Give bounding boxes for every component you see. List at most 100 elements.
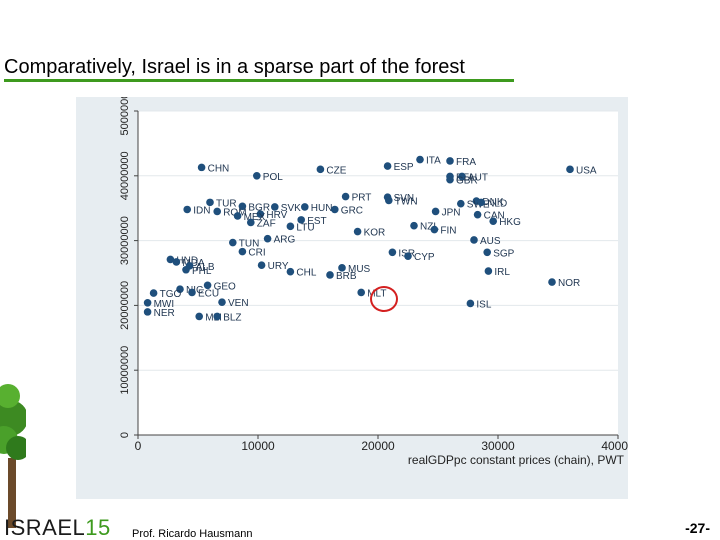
point-blz	[213, 312, 221, 321]
point-ner	[143, 308, 152, 316]
point-est	[297, 216, 305, 224]
point-irl	[484, 267, 493, 275]
x-tick-label-3: 30000	[481, 439, 515, 453]
page-number: -27-	[685, 520, 710, 536]
point-label-mus: MUS	[348, 264, 371, 275]
point-label-est: EST	[307, 216, 326, 227]
point-svk	[271, 203, 279, 211]
point-label-can: CAN	[484, 211, 505, 222]
point-label-zaf: ZAF	[257, 218, 276, 229]
point-label-ner: NER	[154, 308, 175, 319]
point-sgp	[483, 248, 492, 257]
point-bgr	[238, 202, 247, 211]
point-label-cri: CRI	[248, 248, 265, 259]
point-label-brb: BRB	[336, 271, 357, 282]
point-label-arg: ARG	[274, 235, 296, 246]
point-rom	[213, 207, 221, 216]
point-tgo	[149, 289, 158, 297]
y-tick-label-5: 50000000	[119, 97, 131, 135]
point-label-chn: CHN	[208, 163, 230, 174]
point-chn	[197, 163, 206, 172]
point-cze	[316, 165, 325, 174]
title-underline	[4, 79, 514, 82]
point-label-nld: NLD	[487, 198, 507, 209]
point-idn	[183, 205, 191, 214]
point-label-phl: PHL	[192, 266, 212, 277]
point-label-chl: CHL	[296, 268, 316, 279]
scatter-chart: 0 10000 20000 30000 40000 0 10000000 20000000 30…	[119, 97, 628, 467]
point-label-swe: SWE	[467, 200, 490, 211]
point-label-idn: IDN	[193, 205, 210, 216]
point-mwi	[143, 299, 152, 307]
point-mli	[195, 312, 203, 321]
point-label-sgp: SGP	[493, 248, 514, 259]
point-label-ita: ITA	[426, 156, 441, 167]
point-twn	[385, 196, 393, 205]
point-label-ltu: LTU	[296, 222, 314, 233]
point-label-kor: KOR	[364, 228, 386, 239]
point-label-ven: VEN	[228, 298, 249, 309]
point-label-mli: MLI	[205, 312, 222, 323]
point-label-cze: CZE	[326, 165, 346, 176]
x-tick-label-2: 20000	[361, 439, 395, 453]
point-aus	[470, 236, 478, 244]
point-nor	[548, 278, 556, 286]
author-name: Prof. Ricardo Hausmann	[132, 528, 253, 540]
israel15-logo: ISRAEL15	[4, 516, 111, 540]
point-label-pol: POL	[263, 172, 283, 183]
x-tick-label-0: 0	[135, 439, 142, 453]
point-hkg	[489, 217, 498, 225]
point-geo	[203, 281, 212, 290]
point-label-fra: FRA	[456, 157, 476, 168]
point-brb	[326, 271, 334, 279]
plot-area	[138, 111, 618, 435]
point-label-usa: USA	[576, 165, 597, 176]
point-chl	[286, 267, 295, 276]
point-label-blz: BLZ	[223, 312, 241, 323]
point-label-grc: GRC	[341, 205, 363, 216]
point-can	[473, 210, 482, 219]
x-tick-label-4: 40000	[601, 439, 628, 453]
y-tick-label-0: 0	[119, 432, 131, 438]
point-prt	[341, 192, 350, 201]
point-esp	[383, 162, 392, 170]
point-label-mwi: MWI	[154, 299, 175, 310]
point-label-ecu: ECU	[198, 288, 219, 299]
point-tun	[229, 238, 237, 247]
point-pol	[253, 172, 261, 180]
point-label-jpn: JPN	[442, 207, 461, 218]
point-label-mex: MEX	[244, 212, 266, 223]
point-ecu	[188, 288, 196, 297]
logo-number: 15	[85, 515, 111, 540]
point-ita	[416, 155, 424, 164]
point-label-hkg: HKG	[499, 217, 521, 228]
point-hnd	[166, 255, 175, 264]
point-label-rom: ROM	[223, 207, 246, 218]
point-gbr	[446, 175, 454, 184]
point-hun	[301, 203, 309, 211]
point-nzl	[410, 221, 418, 230]
point-label-dnk: DNK	[482, 197, 503, 208]
tree-logo-icon	[0, 384, 26, 528]
point-label-twn: TWN	[395, 196, 418, 207]
y-tick-label-4: 40000000	[119, 151, 131, 200]
point-label-hrv: HRV	[266, 210, 287, 221]
point-fra	[446, 157, 454, 165]
point-label-fin: FIN	[440, 226, 456, 237]
point-tur	[206, 198, 214, 207]
point-label-alb: ALB	[196, 262, 215, 273]
point-label-nor: NOR	[558, 278, 580, 289]
point-label-cyp: CYP	[414, 252, 435, 263]
point-fin	[430, 225, 439, 234]
point-aut	[458, 172, 466, 181]
point-label-aus: AUS	[480, 236, 501, 247]
y-tick-label-2: 20000000	[119, 281, 131, 330]
point-label-mda: MDA	[182, 258, 205, 269]
point-label-nzl: NZL	[420, 222, 439, 233]
point-isl	[466, 299, 475, 308]
point-label-aut: AUT	[468, 172, 488, 183]
point-mus	[338, 264, 346, 272]
y-tick-label-3: 30000000	[119, 216, 131, 265]
point-swe	[457, 199, 465, 208]
point-arg	[263, 234, 272, 243]
